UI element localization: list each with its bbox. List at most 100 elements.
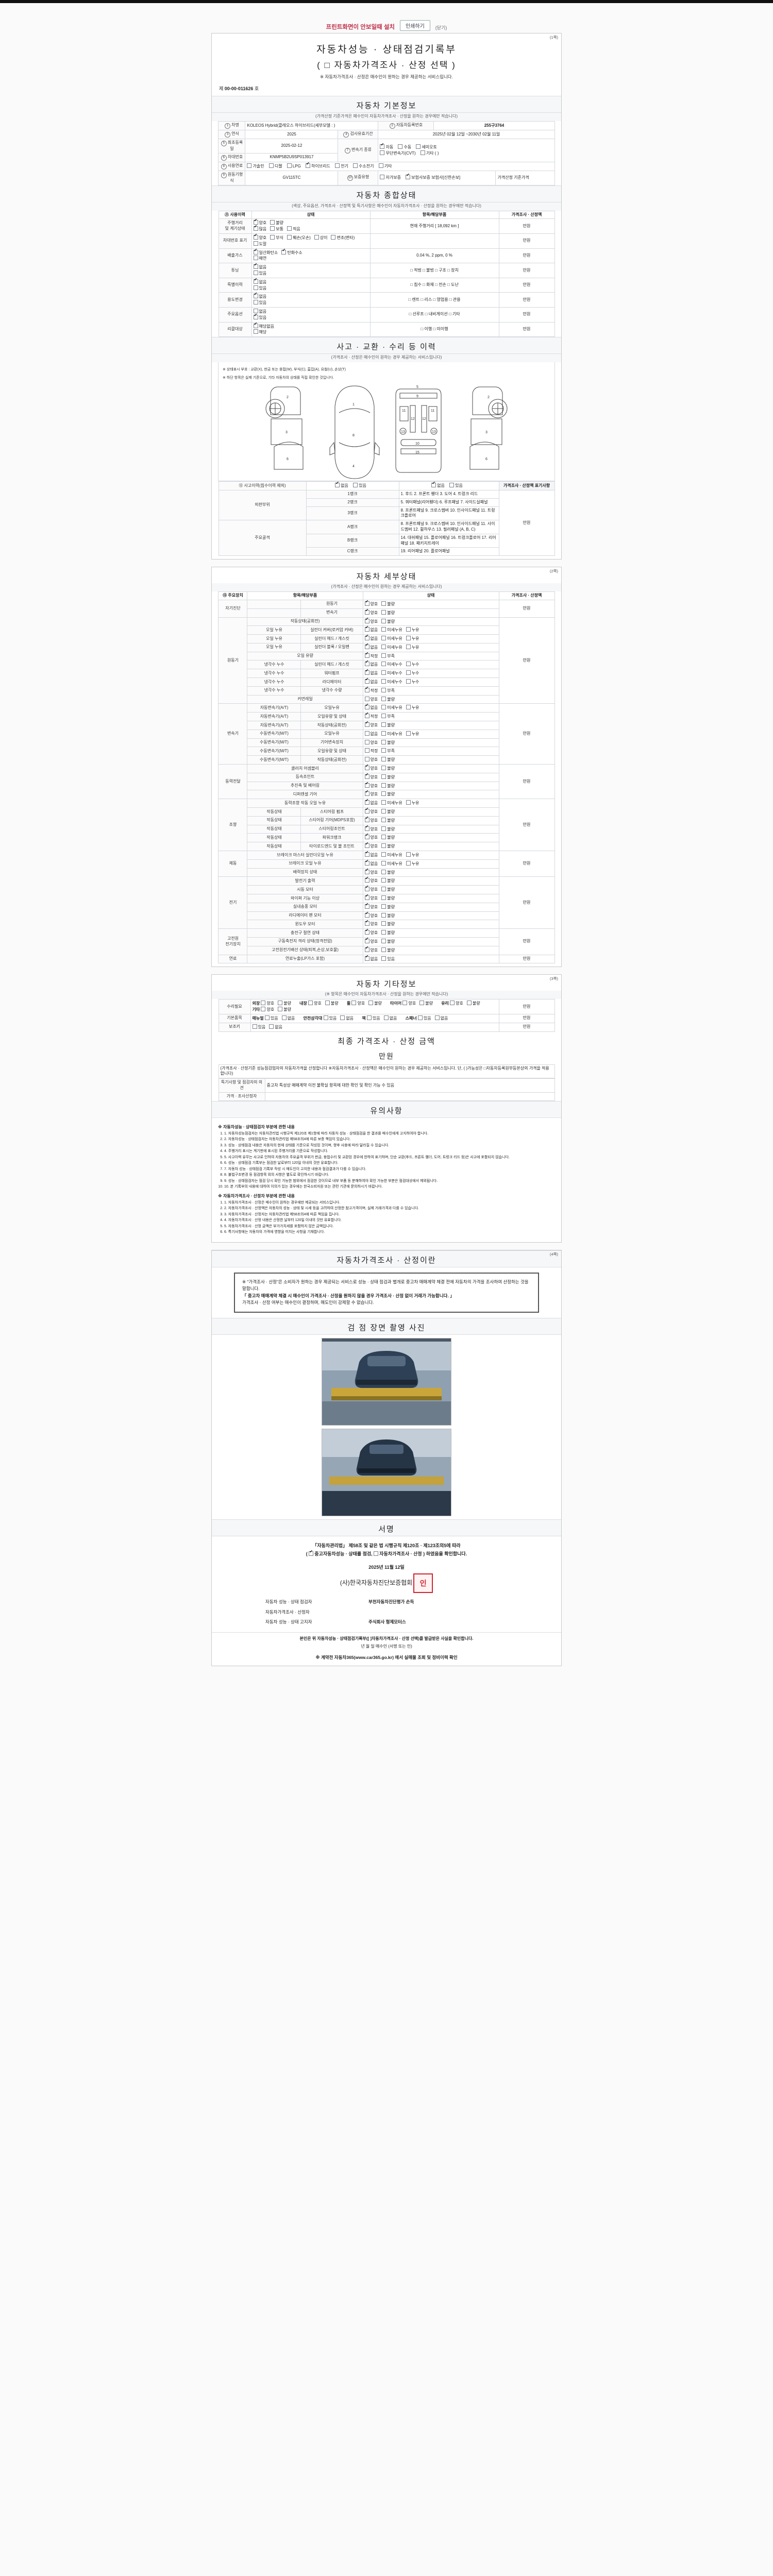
checkbox-accident-none[interactable]: 없음 (335, 481, 348, 489)
checkbox-누유[interactable]: 누유 (406, 800, 419, 806)
checkbox-적정[interactable]: 적정 (364, 712, 378, 720)
checkbox-불량[interactable]: 불량 (381, 696, 395, 703)
checkbox-없음[interactable]: 없음 (364, 660, 378, 668)
checkbox-불량[interactable]: 불량 (381, 878, 395, 884)
checkbox-없음[interactable]: 없음 (364, 799, 378, 806)
checkbox-누유[interactable]: 누유 (406, 636, 419, 642)
checkbox-trans-cvt[interactable]: 무단변속기(CVT) (380, 150, 416, 157)
checkbox-보통[interactable]: 보통 (270, 226, 283, 232)
checkbox-미세누유[interactable]: 미세누유 (381, 705, 402, 711)
checkbox-부족[interactable]: 부족 (381, 653, 395, 659)
checkbox-불량[interactable]: 불량 (381, 791, 395, 798)
checkbox-양호[interactable]: 양호 (253, 233, 266, 241)
checkbox-미세누유[interactable]: 미세누유 (381, 731, 402, 737)
checkbox-불량[interactable]: 불량 (381, 912, 395, 919)
checkbox-탄화수소[interactable]: 탄화수소 (281, 248, 303, 256)
checkbox-flood-none[interactable]: 없음 (431, 481, 445, 489)
checkbox-양호[interactable]: 양호 (364, 868, 378, 876)
close-link[interactable]: (닫기) (435, 25, 447, 30)
checkbox-있음[interactable]: 있음 (253, 313, 266, 321)
checkbox-누수[interactable]: 누수 (406, 679, 419, 685)
checkbox-매연[interactable]: 매연 (253, 256, 266, 262)
checkbox-양호[interactable]: 양호 (261, 1007, 274, 1013)
checkbox-fuel-gasoline[interactable]: 가솔린 (247, 163, 264, 170)
checkbox-fuel-lpg[interactable]: LPG (287, 163, 301, 170)
checkbox-불량[interactable]: 불량 (381, 774, 395, 781)
checkbox-누유[interactable]: 누유 (406, 627, 419, 633)
checkbox-부식[interactable]: 부식 (270, 234, 283, 241)
checkbox-있음[interactable]: 있음 (323, 1015, 337, 1022)
checkbox-미세누수[interactable]: 미세누수 (381, 662, 402, 668)
checkbox-양호[interactable]: 양호 (364, 696, 378, 703)
checkbox-양호[interactable]: 양호 (364, 842, 378, 850)
checkbox-누유[interactable]: 누유 (406, 705, 419, 711)
checkbox-불량[interactable]: 불량 (381, 739, 395, 746)
checkbox-양호[interactable]: 양호 (364, 790, 378, 798)
checkbox-있음[interactable]: 있음 (252, 1024, 265, 1030)
checkbox-누수[interactable]: 누수 (406, 662, 419, 668)
checkbox-없음[interactable]: 없음 (364, 643, 378, 651)
checkbox-양호[interactable]: 양호 (450, 1001, 463, 1007)
checkbox-없음[interactable]: 없음 (383, 1015, 397, 1022)
checkbox-적정[interactable]: 적정 (364, 748, 378, 754)
checkbox-양호[interactable]: 양호 (364, 773, 378, 781)
checkbox-일산화탄소[interactable]: 일산화탄소 (253, 248, 278, 256)
checkbox-부족[interactable]: 부족 (381, 714, 395, 720)
checkbox-미세누유[interactable]: 미세누유 (381, 627, 402, 633)
checkbox-fuel-electric[interactable]: 전기 (335, 163, 348, 170)
checkbox-불량[interactable]: 불량 (381, 783, 395, 789)
checkbox-불량[interactable]: 불량 (381, 938, 395, 945)
checkbox-없음[interactable]: 없음 (253, 263, 266, 270)
checkbox-없음[interactable]: 없음 (364, 625, 378, 633)
checkbox-있음[interactable]: 있음 (253, 300, 266, 306)
checkbox-불량[interactable]: 불량 (270, 220, 283, 226)
checkbox-불량[interactable]: 불량 (381, 757, 395, 763)
checkbox-불량[interactable]: 불량 (381, 722, 395, 728)
checkbox-불량[interactable]: 불량 (381, 887, 395, 893)
checkbox-불량[interactable]: 불량 (278, 1001, 291, 1007)
checkbox-미세누유[interactable]: 미세누유 (381, 800, 402, 806)
checkbox-양호[interactable]: 양호 (364, 894, 378, 902)
checkbox-미세누유[interactable]: 미세누유 (381, 860, 402, 867)
checkbox-누수[interactable]: 누수 (406, 670, 419, 676)
checkbox-양호[interactable]: 양호 (364, 825, 378, 833)
checkbox-없음[interactable]: 없음 (281, 1015, 295, 1022)
checkbox-불량[interactable]: 불량 (381, 601, 395, 607)
checkbox-fuel-other[interactable]: 기타 (378, 163, 392, 170)
checkbox-불량[interactable]: 불량 (381, 609, 395, 616)
checkbox-있음[interactable]: 있음 (381, 956, 395, 962)
checkbox-누유[interactable]: 누유 (406, 644, 419, 651)
checkbox-양호[interactable]: 양호 (364, 946, 378, 954)
checkbox-상이[interactable]: 상이 (314, 234, 327, 241)
checkbox-없음[interactable]: 없음 (253, 292, 266, 300)
checkbox-불량[interactable]: 불량 (381, 843, 395, 850)
checkbox-많음[interactable]: 많음 (253, 225, 266, 232)
checkbox-fuel-hydrogen[interactable]: 수소전기 (353, 163, 374, 170)
checkbox-없음[interactable]: 없음 (364, 731, 378, 737)
checkbox-양호[interactable]: 양호 (364, 617, 378, 625)
checkbox-없음[interactable]: 없음 (364, 703, 378, 711)
checkbox-미세누수[interactable]: 미세누수 (381, 670, 402, 676)
checkbox-양호[interactable]: 양호 (364, 757, 378, 763)
checkbox-양호[interactable]: 양호 (308, 1001, 322, 1007)
checkbox-trans-other[interactable]: 기타 ( ) (420, 150, 439, 157)
checkbox-양호[interactable]: 양호 (364, 920, 378, 927)
checkbox-flood-yes[interactable]: 있음 (449, 483, 463, 489)
checkbox-불량[interactable]: 불량 (381, 835, 395, 841)
checkbox-양호[interactable]: 양호 (364, 903, 378, 910)
checkbox-적정[interactable]: 적정 (364, 652, 378, 659)
checkbox-있음[interactable]: 있음 (253, 285, 266, 292)
checkbox-없음[interactable]: 없음 (364, 634, 378, 642)
checkbox-불량[interactable]: 불량 (419, 1001, 433, 1007)
checkbox-없음[interactable]: 없음 (434, 1015, 448, 1022)
print-button[interactable]: 인쇄하기 (399, 20, 430, 31)
checkbox-양호[interactable]: 양호 (364, 782, 378, 789)
checkbox-누유[interactable]: 누유 (406, 860, 419, 867)
checkbox-trans-auto[interactable]: 자동 (380, 143, 393, 150)
checkbox-양호[interactable]: 양호 (364, 764, 378, 772)
checkbox-있음[interactable]: 있음 (264, 1015, 278, 1022)
checkbox-없음[interactable]: 없음 (364, 851, 378, 858)
checkbox-없음[interactable]: 없음 (364, 669, 378, 676)
checkbox-양호[interactable]: 양호 (364, 807, 378, 815)
checkbox-accident-yes[interactable]: 있음 (353, 483, 366, 489)
